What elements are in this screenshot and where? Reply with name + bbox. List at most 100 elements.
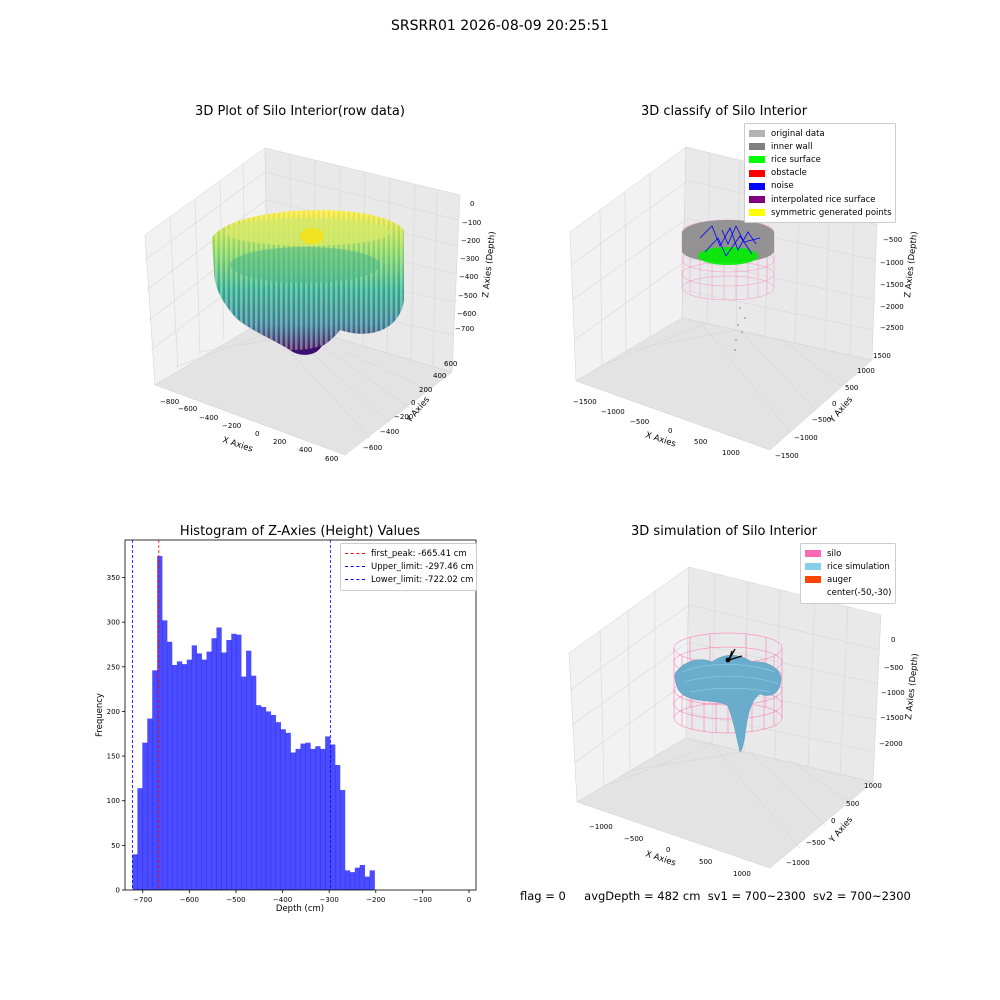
raw-y-tick: 0 xyxy=(411,399,415,407)
simulation-legend: silo rice simulation auger center(-50,-3… xyxy=(800,543,896,604)
raw-z-tick: −100 xyxy=(462,219,481,227)
classify-x-tick: −1500 xyxy=(573,398,597,406)
y-tick-label: 50 xyxy=(111,842,120,850)
legend-swatch xyxy=(749,196,765,204)
legend-entry: original data xyxy=(749,127,891,140)
y-tick-label: 300 xyxy=(107,619,120,627)
histogram-bar xyxy=(369,870,375,890)
legend-label: first_peak: -665.41 cm xyxy=(371,548,467,559)
legend-swatch xyxy=(749,143,765,151)
raw-z-label: Z Axies (Depth) xyxy=(481,231,498,298)
histogram-bar xyxy=(359,865,365,890)
legend-label: Upper_limit: -297.46 cm xyxy=(371,561,474,572)
histogram-bar xyxy=(285,732,291,890)
legend-label: interpolated rice surface xyxy=(771,194,876,205)
histogram-bar xyxy=(181,664,188,890)
raw-x-tick: 600 xyxy=(325,455,338,463)
legend-entry: auger xyxy=(805,573,891,586)
legend-entry: noise xyxy=(749,180,891,193)
y-tick-label: 350 xyxy=(107,574,120,582)
histogram-bar xyxy=(221,652,227,890)
histogram-bar xyxy=(196,653,202,890)
legend-label: original data xyxy=(771,128,825,139)
histogram-bar xyxy=(270,715,277,890)
x-tick-label: −600 xyxy=(180,896,199,904)
raw-z-tick: −400 xyxy=(459,273,478,281)
histogram-bar xyxy=(339,790,346,890)
classify-plot-title: 3D classify of Silo Interior xyxy=(640,104,808,119)
histogram-bar xyxy=(290,752,296,890)
histogram-bar xyxy=(241,676,247,890)
histogram-bar xyxy=(216,627,222,890)
histogram-bar xyxy=(320,748,326,890)
classify-z-tick: −500 xyxy=(883,236,902,244)
raw-y-tick: −400 xyxy=(380,428,399,436)
raw-plot-title: 3D Plot of Silo Interior(row data) xyxy=(195,104,405,119)
legend-swatch xyxy=(805,563,821,571)
simulation-z-label: Z Axies (Depth) xyxy=(904,653,921,720)
raw-point-cloud xyxy=(212,210,404,355)
raw-x-tick: 400 xyxy=(299,446,312,454)
legend-label: silo xyxy=(827,548,842,559)
legend-entry: rice surface xyxy=(749,153,891,166)
raw-z-tick: −500 xyxy=(458,292,477,300)
histogram-bar xyxy=(201,659,207,890)
histogram-bar xyxy=(137,788,143,890)
legend-label: inner wall xyxy=(771,141,813,152)
histogram-bar xyxy=(335,765,341,890)
histogram-bar xyxy=(325,736,331,890)
legend-swatch xyxy=(805,590,821,597)
histogram-bar xyxy=(305,742,311,890)
classify-y-tick: −1000 xyxy=(794,434,818,442)
histogram-bar xyxy=(152,670,158,890)
simulation-x-tick: 1000 xyxy=(733,870,751,878)
histogram-y-label: Frequency xyxy=(95,693,105,737)
simulation-z-tick: −500 xyxy=(884,664,903,672)
simulation-y-tick: 1000 xyxy=(864,782,882,790)
classify-y-tick: 1000 xyxy=(857,367,875,375)
legend-label: center(-50,-30) xyxy=(827,588,892,599)
classify-z-label: Z Axies (Depth) xyxy=(903,231,920,298)
histogram-bar xyxy=(157,556,163,890)
raw-y-tick: 400 xyxy=(433,372,446,380)
legend-swatch xyxy=(749,169,765,177)
histogram-bar xyxy=(171,665,178,890)
legend-label: noise xyxy=(771,181,794,192)
legend-line xyxy=(345,579,365,581)
classify-legend: original data inner wall rice surface ob… xyxy=(744,123,896,224)
histogram-bar xyxy=(349,872,356,890)
legend-swatch xyxy=(749,182,765,190)
raw-z-tick: 0 xyxy=(470,200,474,208)
y-tick-label: 0 xyxy=(116,887,120,895)
histogram-bar xyxy=(330,744,336,890)
legend-entry: obstacle xyxy=(749,167,891,180)
raw-x-label: X Axies xyxy=(221,435,254,454)
raw-z-ticks: 0 −100 −200 −300 −400 −500 −600 −700 Z A… xyxy=(455,200,498,333)
legend-label: obstacle xyxy=(771,168,807,179)
y-tick-label: 200 xyxy=(107,708,120,716)
simulation-z-tick: −1500 xyxy=(880,714,904,722)
status-line: flag = 0 avgDepth = 482 cm sv1 = 700~230… xyxy=(520,889,911,903)
raw-x-tick: 200 xyxy=(273,438,286,446)
histogram-bar xyxy=(251,675,257,890)
histogram-bar xyxy=(206,651,212,890)
histogram-bar xyxy=(315,746,321,890)
classify-x-tick: 0 xyxy=(668,427,672,435)
histogram-title: Histogram of Z-Axies (Height) Values xyxy=(179,524,421,539)
histogram-vlines xyxy=(132,540,331,890)
x-tick-label: 0 xyxy=(467,896,471,904)
histogram-legend: first_peak: -665.41 cm Upper_limit: -297… xyxy=(340,543,477,591)
legend-swatch xyxy=(749,130,765,138)
simulation-z-tick: −1000 xyxy=(881,689,905,697)
y-tick-label: 100 xyxy=(107,797,120,805)
histogram-bar xyxy=(132,854,138,890)
histogram-bar xyxy=(162,620,168,890)
histogram-bar xyxy=(295,748,301,890)
legend-entry: rice simulation xyxy=(805,560,891,573)
flag-text: flag = 0 xyxy=(520,889,566,903)
histogram-bar xyxy=(186,659,193,890)
classify-point-cloud xyxy=(681,219,775,351)
histogram-bar xyxy=(344,870,351,890)
simulation-y-tick: 500 xyxy=(846,800,859,808)
histogram-bar xyxy=(231,633,237,890)
